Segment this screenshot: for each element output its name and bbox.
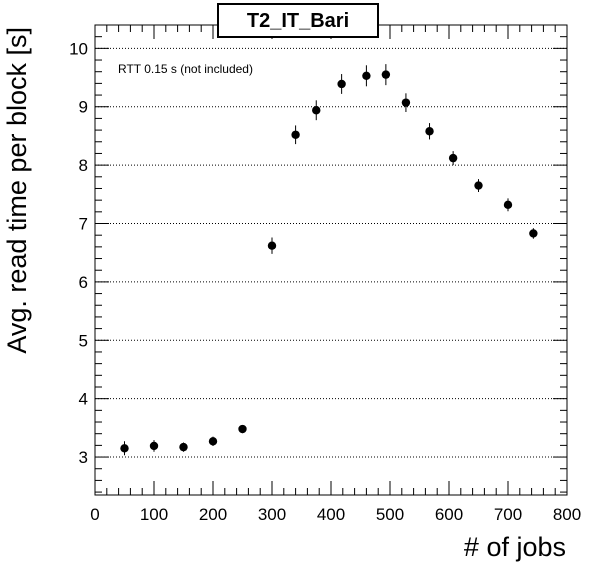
data-point: [503, 200, 513, 210]
data-point: [401, 98, 411, 107]
grid-lines: [95, 47, 567, 458]
data-point: [474, 181, 483, 190]
data-point: [362, 71, 371, 80]
x-tick-label: 400: [317, 505, 345, 524]
y-tick-label: 6: [79, 273, 88, 292]
data-point: [291, 130, 300, 139]
x-tick-label: 300: [258, 505, 286, 524]
y-tick-label: 5: [79, 331, 88, 350]
data-point: [529, 229, 538, 238]
data-point: [267, 241, 277, 250]
y-tick-label: 7: [79, 215, 88, 234]
data-point: [337, 79, 346, 89]
x-axis-title: # of jobs: [464, 532, 566, 562]
x-tick-label: 100: [140, 505, 168, 524]
data-point: [448, 153, 458, 163]
x-tick-label: 0: [90, 505, 99, 524]
data-point: [179, 442, 188, 452]
axis-ticks: 0 100 200 300 400 500 600 700 800 3 4 5 6 7 8 9 10: [69, 24, 581, 524]
y-tick-label: 3: [79, 448, 88, 467]
y-tick-label: 10: [69, 39, 88, 58]
y-axis-title: Avg. read time per block [s]: [2, 27, 32, 354]
data-point: [208, 437, 218, 446]
x-tick-label: 600: [435, 505, 463, 524]
data-point: [238, 424, 247, 434]
title-box: [217, 3, 379, 38]
data-point: [381, 70, 391, 79]
data-point: [312, 106, 321, 115]
data-point: [149, 441, 159, 451]
chart-title: T2_IT_Bari: [247, 10, 349, 32]
x-tick-label: 200: [199, 505, 227, 524]
x-tick-label: 800: [553, 505, 581, 524]
y-tick-label: 9: [79, 98, 88, 117]
data-point: [425, 127, 434, 136]
x-tick-label: 700: [494, 505, 522, 524]
data-points: [120, 64, 538, 456]
y-tick-label: 4: [79, 390, 88, 409]
annotation-text: RTT 0.15 s (not included): [118, 62, 253, 76]
data-point: [120, 444, 129, 453]
plot-frame: [94, 24, 568, 496]
y-tick-label: 8: [79, 156, 88, 175]
x-tick-label: 500: [376, 505, 404, 524]
